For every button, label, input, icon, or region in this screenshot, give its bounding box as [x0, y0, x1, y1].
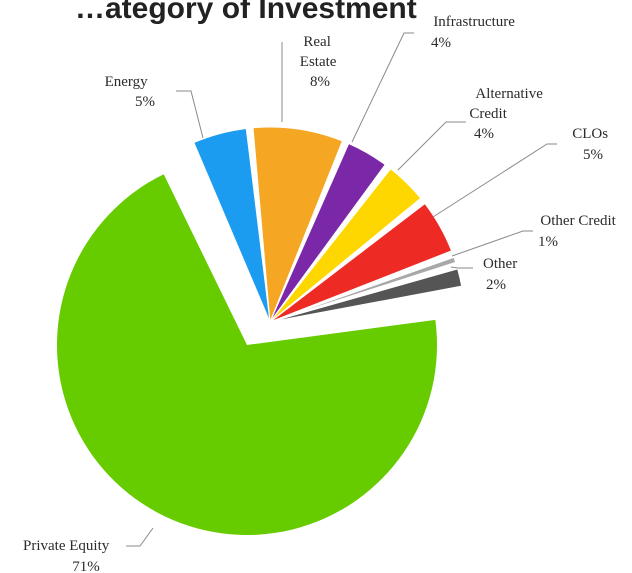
label-other-credit: Other Credit 1%	[538, 213, 620, 250]
leader-other-credit	[451, 230, 533, 257]
slice-other-credit	[269, 256, 457, 323]
slice-clos	[269, 202, 453, 323]
leader-energy	[176, 90, 204, 139]
leader-other	[450, 266, 473, 269]
slice-other	[269, 268, 463, 323]
leader-private-equity	[126, 527, 154, 547]
label-energy: Energy 5%	[105, 74, 155, 110]
label-real-estate: Real Estate 8%	[300, 34, 340, 90]
label-infrastructure: Infrastructure 4%	[431, 14, 519, 51]
label-alternative-credit: Alternative Credit 4%	[469, 86, 546, 142]
slice-real-estate	[252, 126, 344, 323]
label-private-equity: Private Equity 71%	[23, 538, 113, 573]
slice-private-equity	[56, 174, 437, 536]
leader-clos	[432, 143, 557, 218]
slice-infrastructure	[269, 142, 386, 323]
leader-alternative-credit	[397, 121, 466, 171]
slice-alternative-credit	[269, 168, 422, 323]
chart-title: …ategory of Investment	[75, 0, 417, 25]
leader-infrastructure	[351, 32, 414, 143]
label-clos: CLOs 5%	[572, 126, 612, 163]
label-other: Other 2%	[483, 256, 521, 293]
slice-energy	[193, 127, 271, 323]
